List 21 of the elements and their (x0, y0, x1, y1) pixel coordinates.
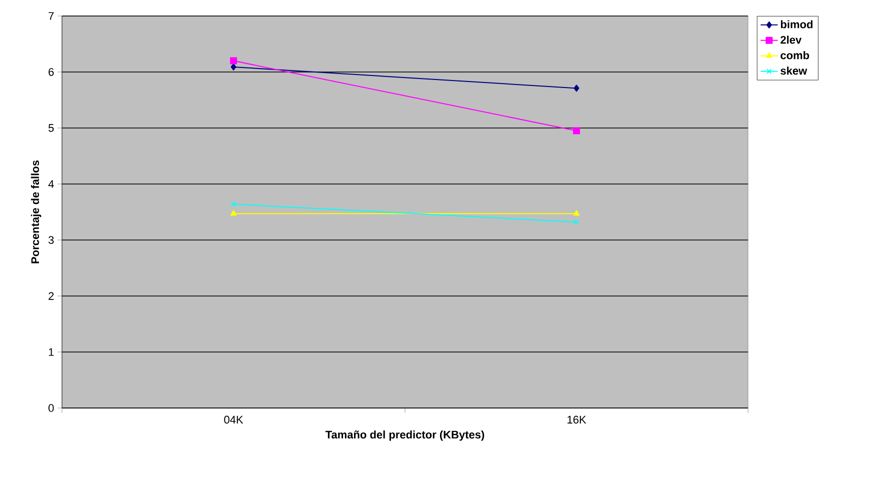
y-tick-label: 6 (48, 68, 54, 76)
y-tick-label: 5 (48, 124, 54, 132)
point (574, 84, 580, 92)
y-tick-label: 1 (48, 348, 54, 356)
legend-label: bimod (780, 20, 812, 28)
point (573, 127, 580, 134)
y-tick-label: 4 (48, 180, 54, 188)
legend-label: skew (780, 66, 808, 75)
y-axis-title: Porcentaje de fallos (30, 160, 42, 264)
x-axis-title: Tamaño del predictor (KBytes) (325, 430, 484, 441)
y-tick-label: 0 (48, 404, 54, 412)
legend-label: 2lev (780, 36, 802, 44)
x-tick-label: 04K (224, 416, 244, 424)
point (230, 57, 237, 64)
y-tick-label: 2 (48, 292, 54, 300)
x-tick-label: 16K (568, 416, 586, 424)
point (230, 63, 236, 70)
legend-label: comb (780, 51, 810, 60)
y-tick-label: 7 (48, 12, 54, 20)
y-tick-label: 3 (48, 236, 54, 244)
point (574, 219, 580, 225)
